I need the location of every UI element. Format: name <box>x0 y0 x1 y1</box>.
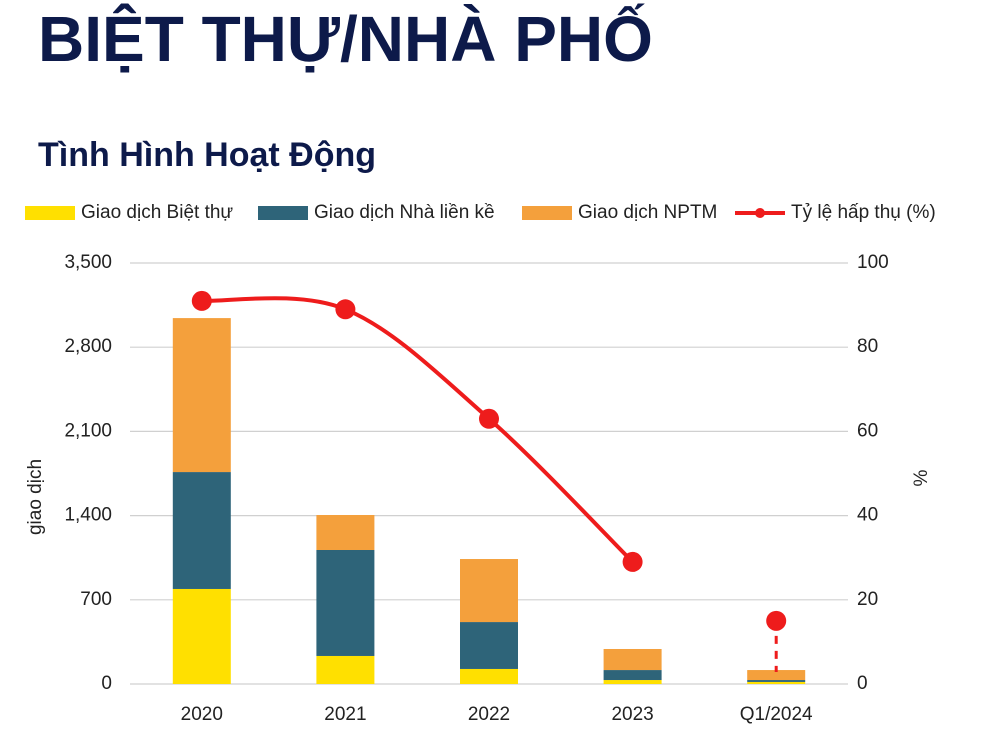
line-point <box>335 299 356 320</box>
line <box>201 296 635 564</box>
bar-segment <box>747 670 806 681</box>
bar-segment <box>460 622 518 669</box>
x-tick-label: 2023 <box>611 704 653 725</box>
bar-segment <box>603 670 662 681</box>
bar-segment <box>172 318 231 473</box>
bar-segment <box>603 648 662 671</box>
x-tick-label: 2021 <box>324 704 366 725</box>
bar-segment <box>603 680 662 684</box>
legend-label: Tỷ lệ hấp thụ (%) <box>791 202 936 223</box>
x-tick-label: Q1/2024 <box>740 704 813 725</box>
y2-tick-label: 60 <box>857 420 878 441</box>
y2-axis-label: % <box>911 469 932 486</box>
bar-segment <box>316 514 375 551</box>
line-point <box>191 290 212 311</box>
y2-tick-label: 40 <box>857 505 878 526</box>
legend-swatch <box>755 208 765 218</box>
legend-label: Giao dịch NPTM <box>578 202 717 223</box>
y2-tick-label: 0 <box>857 673 868 694</box>
legend-swatch <box>25 206 75 220</box>
y-axis-label: giao dịch <box>25 459 46 535</box>
x-tick-label: 2020 <box>181 704 223 725</box>
bar-segment <box>316 655 375 684</box>
bar-segment <box>316 550 375 656</box>
bar-segment <box>460 559 518 623</box>
x-tick-label: 2022 <box>468 704 510 725</box>
y-tick-label: 1,400 <box>64 505 112 526</box>
line-point <box>622 551 643 572</box>
y2-tick-label: 100 <box>857 252 889 273</box>
y-tick-label: 2,800 <box>64 336 112 357</box>
line-point <box>766 610 787 631</box>
y-tick-label: 2,100 <box>64 420 112 441</box>
bar-segment <box>172 588 231 684</box>
legend-swatch <box>522 206 572 220</box>
line-point <box>479 408 499 429</box>
y2-tick-label: 80 <box>857 336 878 357</box>
bar-segment <box>747 681 806 684</box>
legend-label: Giao dịch Biệt thự <box>81 202 233 223</box>
legend-swatch <box>258 206 308 220</box>
legend-label: Giao dịch Nhà liền kề <box>314 202 495 223</box>
chart-subtitle: Tình Hình Hoạt Động <box>38 136 376 174</box>
chart-title: BIỆT THỰ/NHÀ PHỐ <box>38 2 653 75</box>
bar-segment <box>172 472 231 589</box>
y-tick-label: 700 <box>80 589 112 610</box>
bar-segment <box>460 668 518 684</box>
y-tick-label: 3,500 <box>64 252 112 273</box>
y2-tick-label: 20 <box>857 589 878 610</box>
bar-segment <box>747 680 806 682</box>
y-tick-label: 0 <box>101 673 112 694</box>
